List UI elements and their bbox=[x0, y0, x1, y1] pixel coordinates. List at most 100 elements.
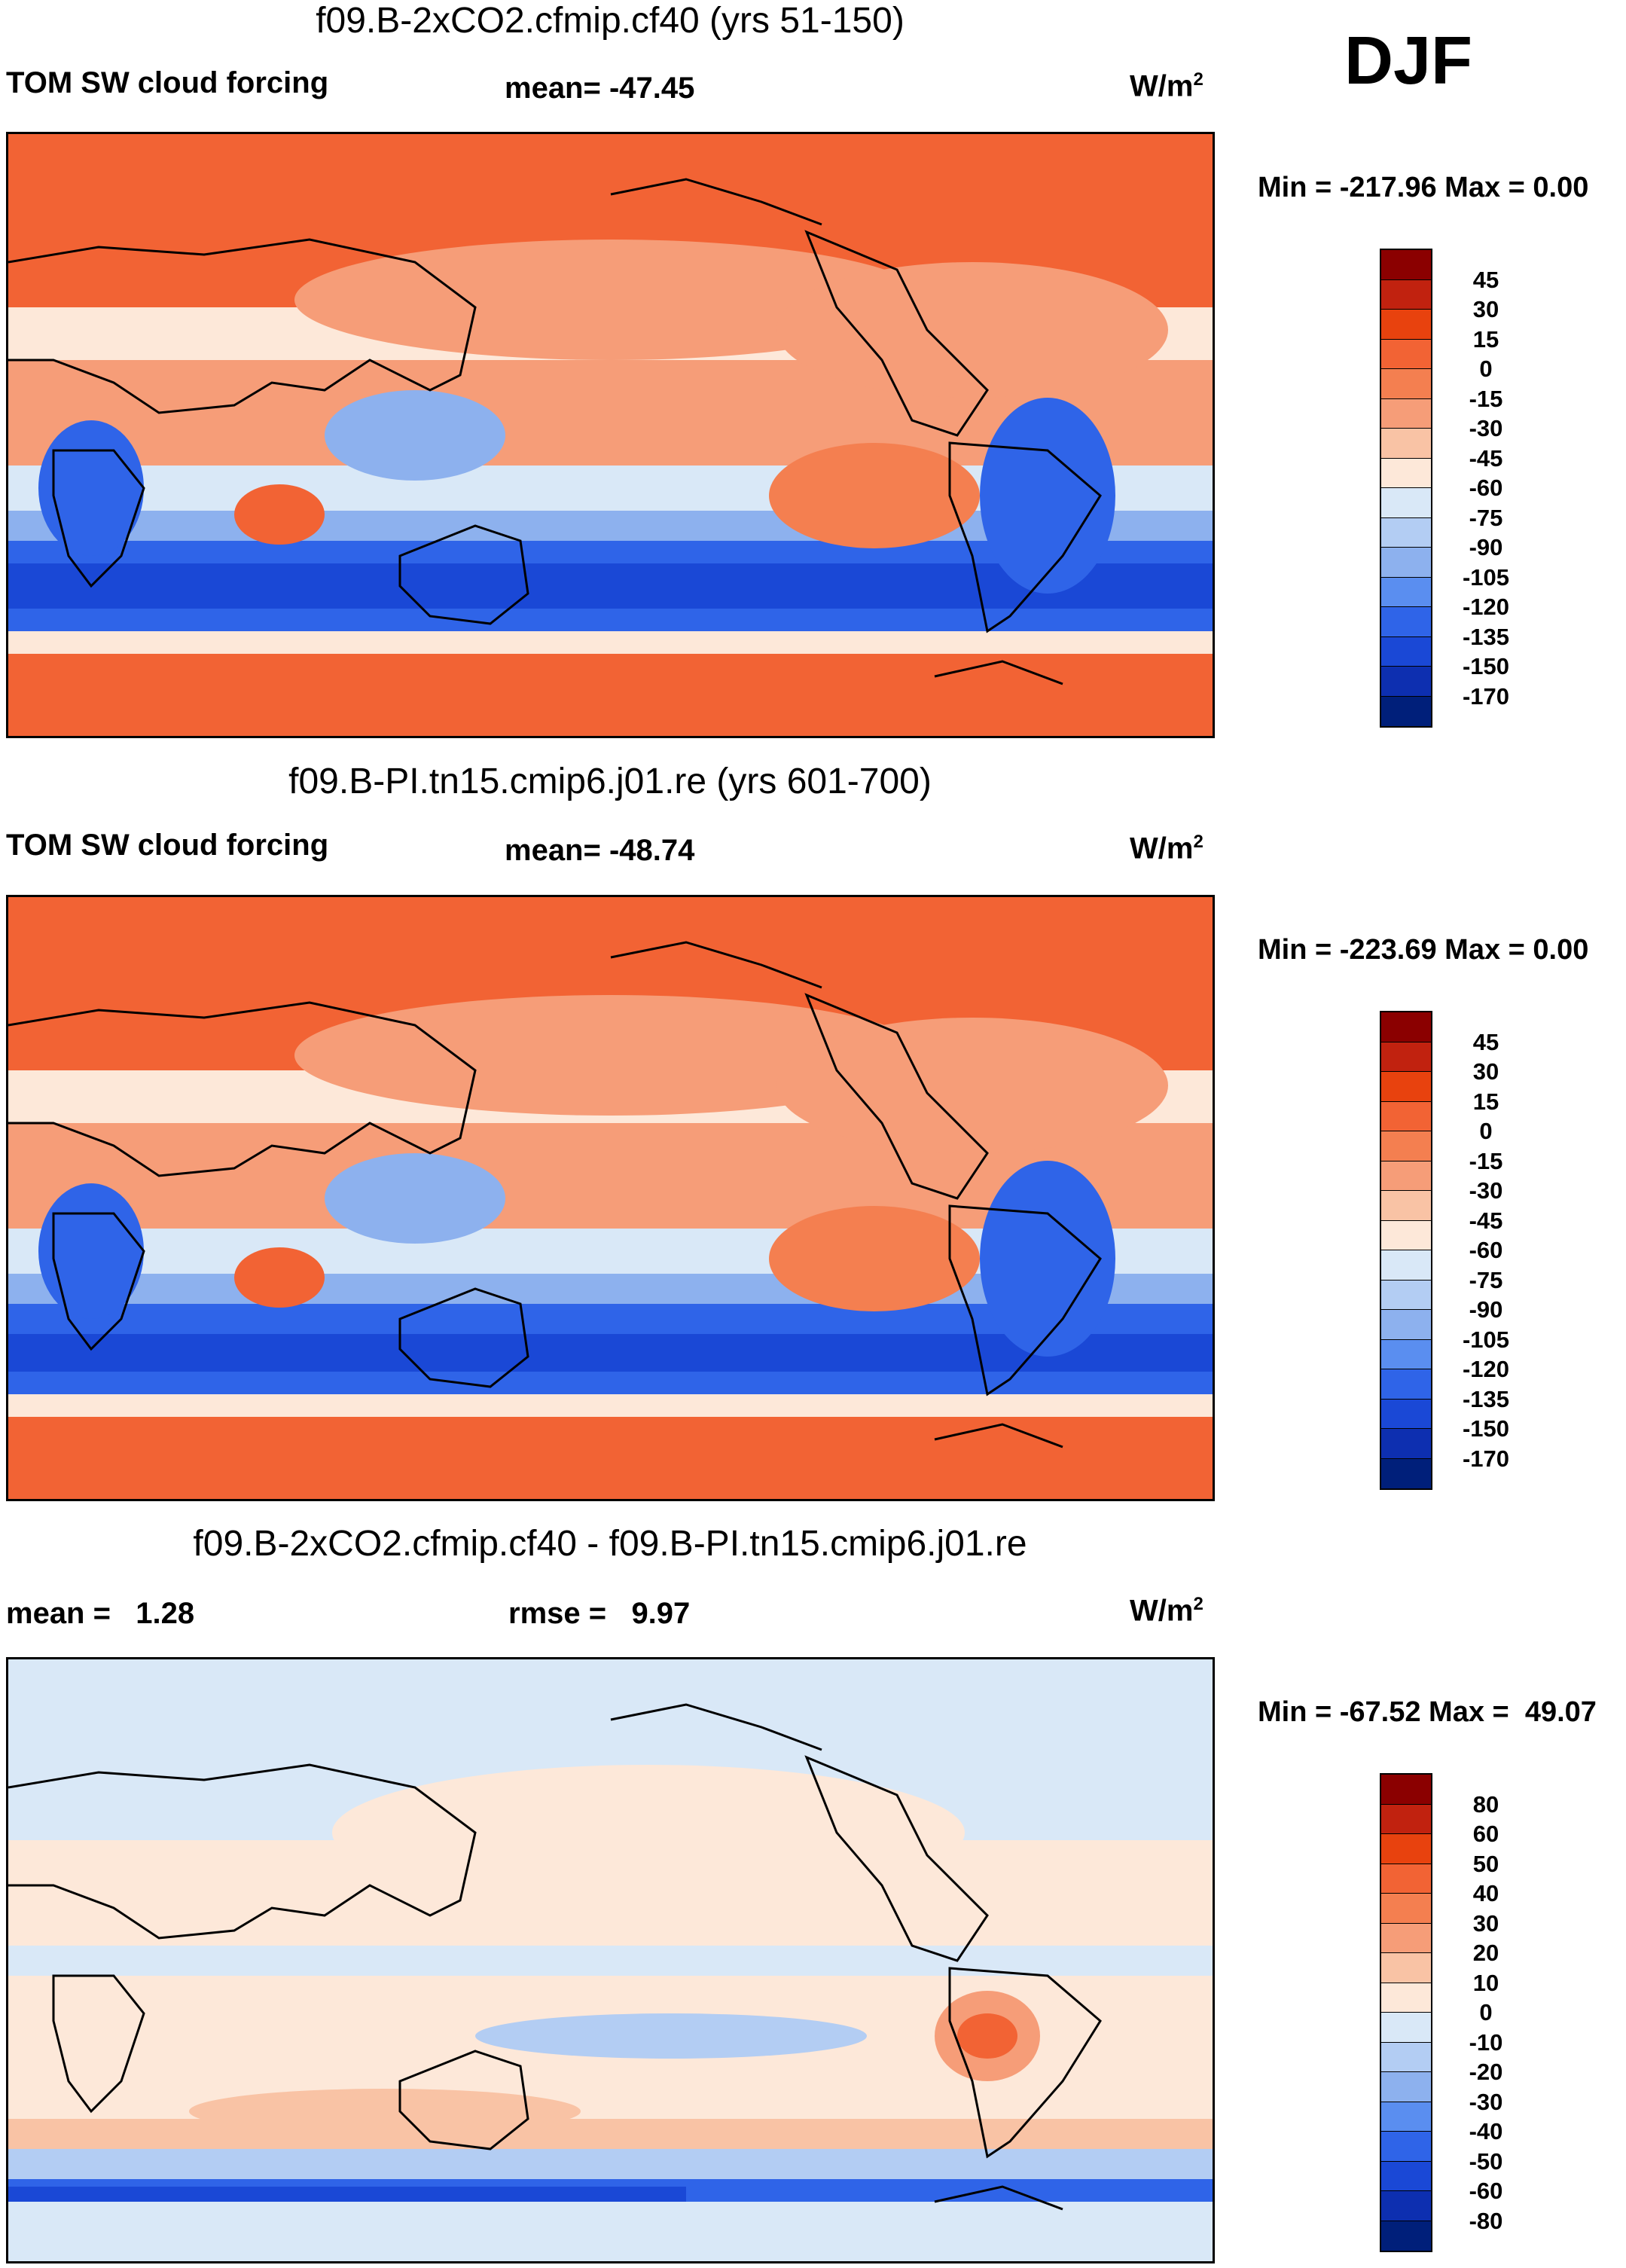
colorbar-tick-label: 30 bbox=[1472, 296, 1499, 322]
colorbar-swatch bbox=[1381, 2013, 1431, 2043]
colorbar-tick-label: -60 bbox=[1469, 2178, 1503, 2204]
colorbar-tick-label: -30 bbox=[1469, 1177, 1503, 1204]
panel-3-map bbox=[6, 1657, 1215, 2263]
colorbar-swatch bbox=[1381, 429, 1431, 459]
colorbar-tick-label: 20 bbox=[1472, 1940, 1499, 1966]
panel-1-mean-label: mean= -47.45 bbox=[505, 72, 695, 105]
panel-1-map-svg bbox=[8, 134, 1213, 736]
colorbar-swatch bbox=[1381, 1953, 1431, 1983]
colorbar-tick-label: -75 bbox=[1469, 504, 1503, 531]
panel-2-map-svg bbox=[8, 897, 1213, 1499]
colorbar-swatch bbox=[1381, 1310, 1431, 1340]
panel-3-map-svg bbox=[8, 1659, 1213, 2261]
panel-3-minmax: Min = -67.52 Max = 49.07 bbox=[1258, 1696, 1597, 1728]
colorbar-swatch bbox=[1381, 1131, 1431, 1161]
colorbar-tick-label: -90 bbox=[1469, 1296, 1503, 1323]
panel-3-title: f09.B-2xCO2.cfmip.cf40 - f09.B-PI.tn15.c… bbox=[193, 1524, 1027, 1564]
colorbar-swatch bbox=[1381, 339, 1431, 369]
colorbar-tick-label: -170 bbox=[1462, 682, 1510, 710]
colorbar-tick-label: -150 bbox=[1462, 653, 1510, 679]
colorbar-tick-label: -50 bbox=[1469, 2147, 1503, 2175]
colorbar-tick-label: -135 bbox=[1462, 623, 1510, 650]
colorbar-swatch bbox=[1381, 1429, 1431, 1459]
colorbar-swatch bbox=[1381, 1191, 1431, 1221]
colorbar-swatch bbox=[1381, 517, 1431, 548]
panel-2-mean-label: mean= -48.74 bbox=[505, 834, 695, 867]
season-label: DJF bbox=[1344, 23, 1473, 99]
colorbar-tick-label: -120 bbox=[1462, 594, 1510, 620]
panel-2-units: W/m2 bbox=[1130, 832, 1203, 865]
colorbar-tick-label: 45 bbox=[1472, 1028, 1499, 1055]
panel-2-colorbar bbox=[1380, 1011, 1432, 1490]
panel-1-variable-label: TOM SW cloud forcing bbox=[6, 66, 329, 99]
colorbar-tick-label: -30 bbox=[1469, 2088, 1503, 2115]
panel-2-title: f09.B-PI.tn15.cmip6.j01.re (yrs 601-700) bbox=[288, 762, 932, 801]
colorbar-tick-label: -105 bbox=[1462, 1326, 1510, 1353]
colorbar-tick-label: -150 bbox=[1462, 1415, 1510, 1442]
colorbar-swatch bbox=[1381, 1834, 1431, 1864]
colorbar-swatch bbox=[1381, 2132, 1431, 2162]
colorbar-tick-label: -45 bbox=[1469, 1207, 1503, 1234]
panel-3-units: W/m2 bbox=[1130, 1594, 1203, 1628]
colorbar-swatch bbox=[1381, 1369, 1431, 1400]
colorbar-tick-label: 15 bbox=[1472, 325, 1499, 353]
colorbar-tick-label: 40 bbox=[1472, 1880, 1499, 1906]
colorbar-swatch bbox=[1381, 279, 1431, 310]
colorbar-swatch bbox=[1381, 458, 1431, 488]
colorbar-swatch bbox=[1381, 2072, 1431, 2102]
colorbar-tick-label: -135 bbox=[1462, 1385, 1510, 1412]
colorbar-swatch bbox=[1381, 667, 1431, 697]
colorbar-tick-label: -60 bbox=[1469, 475, 1503, 501]
panel-1-colorbar bbox=[1380, 249, 1432, 728]
colorbar-tick-label: 0 bbox=[1479, 356, 1493, 382]
colorbar-tick-label: 30 bbox=[1472, 1909, 1499, 1937]
colorbar-tick-label: -75 bbox=[1469, 1266, 1503, 1293]
colorbar-swatch bbox=[1381, 1161, 1431, 1191]
colorbar-tick-label: 30 bbox=[1472, 1058, 1499, 1085]
panel-1-title: f09.B-2xCO2.cfmip.cf40 (yrs 51-150) bbox=[316, 1, 905, 41]
colorbar-tick-label: -15 bbox=[1469, 1147, 1503, 1174]
colorbar-swatch bbox=[1381, 1250, 1431, 1281]
colorbar-tick-label: 10 bbox=[1472, 1969, 1499, 1996]
panel-2-variable-label: TOM SW cloud forcing bbox=[6, 829, 329, 862]
colorbar-swatch bbox=[1381, 2221, 1431, 2251]
colorbar-swatch bbox=[1381, 2191, 1431, 2221]
colorbar-swatch bbox=[1381, 1983, 1431, 2013]
panel-3-colorbar bbox=[1380, 1773, 1432, 2252]
colorbar-swatch bbox=[1381, 398, 1431, 429]
colorbar-swatch bbox=[1381, 636, 1431, 667]
colorbar-tick-label: -20 bbox=[1469, 2059, 1503, 2085]
colorbar-swatch bbox=[1381, 310, 1431, 340]
colorbar-swatch bbox=[1381, 1280, 1431, 1310]
colorbar-tick-label: 15 bbox=[1472, 1088, 1499, 1115]
colorbar-swatch bbox=[1381, 1042, 1431, 1072]
colorbar-swatch bbox=[1381, 1458, 1431, 1488]
colorbar-tick-label: -120 bbox=[1462, 1356, 1510, 1382]
colorbar-tick-label: -60 bbox=[1469, 1237, 1503, 1263]
colorbar-swatch bbox=[1381, 250, 1431, 280]
colorbar-swatch bbox=[1381, 1101, 1431, 1131]
colorbar-tick-label: 50 bbox=[1472, 1850, 1499, 1877]
colorbar-swatch bbox=[1381, 2161, 1431, 2191]
colorbar-swatch bbox=[1381, 2042, 1431, 2072]
colorbar-swatch bbox=[1381, 488, 1431, 518]
colorbar-tick-label: -90 bbox=[1469, 534, 1503, 560]
panel-1-minmax: Min = -217.96 Max = 0.00 bbox=[1258, 172, 1589, 203]
colorbar-swatch bbox=[1381, 1894, 1431, 1924]
panel-2-minmax: Min = -223.69 Max = 0.00 bbox=[1258, 934, 1589, 966]
colorbar-tick-label: -170 bbox=[1462, 1445, 1510, 1472]
colorbar-swatch bbox=[1381, 1072, 1431, 1102]
colorbar-swatch bbox=[1381, 369, 1431, 399]
colorbar-tick-label: -15 bbox=[1469, 385, 1503, 412]
colorbar-swatch bbox=[1381, 2102, 1431, 2132]
colorbar-swatch bbox=[1381, 1012, 1431, 1042]
colorbar-swatch bbox=[1381, 577, 1431, 607]
colorbar-tick-label: -45 bbox=[1469, 444, 1503, 472]
colorbar-tick-label: -80 bbox=[1469, 2207, 1503, 2234]
panel-2-map bbox=[6, 895, 1215, 1501]
panel-1-units: W/m2 bbox=[1130, 69, 1203, 103]
panel-3-rmse-label: rmse = 9.97 bbox=[508, 1597, 691, 1630]
panel-3-mean-label: mean = 1.28 bbox=[6, 1597, 195, 1630]
colorbar-tick-label: -30 bbox=[1469, 415, 1503, 441]
panel-1-map bbox=[6, 132, 1215, 738]
